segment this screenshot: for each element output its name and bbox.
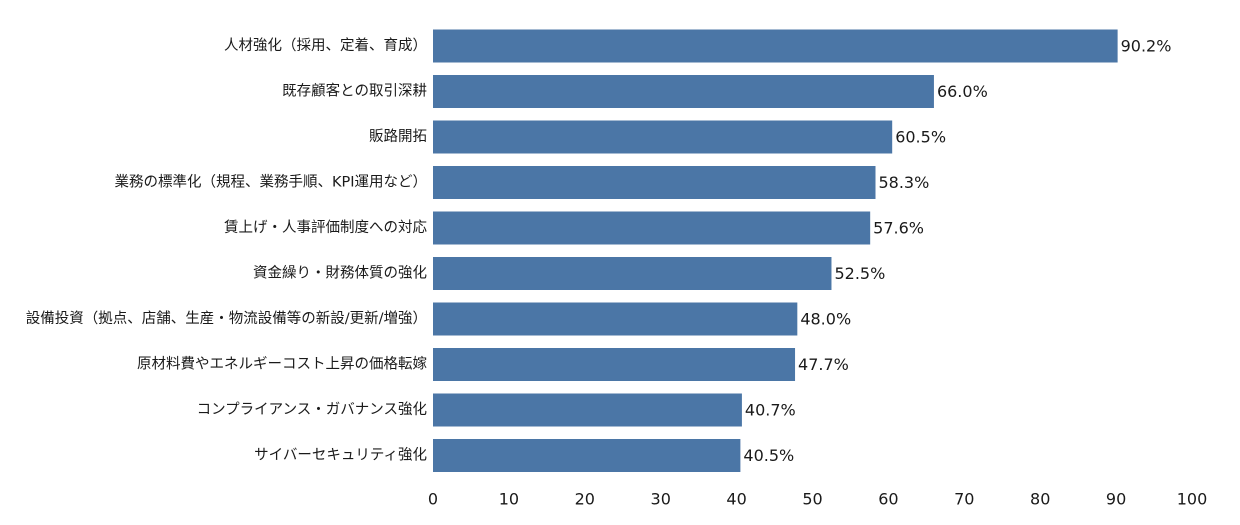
bar (433, 393, 742, 427)
category-label: 資金繰り・財務体質の強化 (253, 264, 427, 282)
category-label: 設備投資（拠点、店舗、生産・物流設備等の新設/更新/増強） (26, 309, 427, 327)
x-tick-label: 40 (726, 490, 746, 509)
x-tick-label: 20 (575, 490, 595, 509)
bars-layer (433, 29, 1118, 472)
category-labels: 人材強化（採用、定着、育成） 既存顧客との取引深耕販路開拓業務の標準化（規程、業務… (26, 37, 428, 464)
bar (433, 29, 1118, 63)
data-label: 48.0% (800, 310, 851, 329)
x-tick-label: 10 (499, 490, 519, 509)
bar (433, 211, 871, 245)
x-tick-label: 0 (428, 490, 438, 509)
category-label: 業務の標準化（規程、業務手順、KPI運用など） (114, 174, 427, 191)
data-label: 40.5% (743, 446, 794, 465)
bar (433, 348, 796, 381)
bar (433, 75, 934, 108)
bar (433, 302, 798, 336)
category-label: コンプライアンス・ガバナンス強化 (197, 401, 427, 418)
data-label: 90.2% (1121, 37, 1172, 56)
data-label: 57.6% (873, 219, 924, 238)
value-labels: 90.2% 66.0% 60.5% 58.3% 57.6% 52.5% 48.0% 47.7%… (743, 37, 1171, 466)
category-label: 賃上げ・人事評価制度への対応 (224, 219, 427, 236)
bar (433, 166, 876, 199)
x-tick-label: 80 (1030, 490, 1050, 509)
x-tick-label: 50 (802, 490, 822, 509)
x-tick-label: 90 (1106, 490, 1126, 509)
category-label: 原材料費やエネルギーコスト上昇の価格転嫁 (137, 356, 427, 373)
bar (433, 120, 893, 154)
data-label: 60.5% (895, 128, 946, 147)
category-label: サイバーセキュリティ強化 (254, 447, 427, 464)
category-label: 既存顧客との取引深耕 (282, 82, 427, 100)
bar (433, 257, 832, 290)
data-label: 58.3% (878, 173, 929, 192)
x-tick-label: 60 (878, 490, 898, 509)
data-label: 52.5% (834, 264, 885, 283)
data-label: 66.0% (937, 82, 988, 101)
category-label: 販路開拓 (369, 128, 427, 145)
data-label: 47.7% (798, 355, 849, 374)
x-tick-label: 30 (651, 490, 671, 509)
category-label: 人材強化（採用、定着、育成） (224, 37, 427, 54)
x-tick-label: 100 (1177, 490, 1208, 509)
x-axis-ticks: 0 10 20 30 40 50 60 70 80 90 100 (428, 490, 1207, 509)
bar (433, 439, 741, 472)
data-label: 40.7% (745, 401, 796, 420)
x-tick-label: 70 (954, 490, 974, 509)
